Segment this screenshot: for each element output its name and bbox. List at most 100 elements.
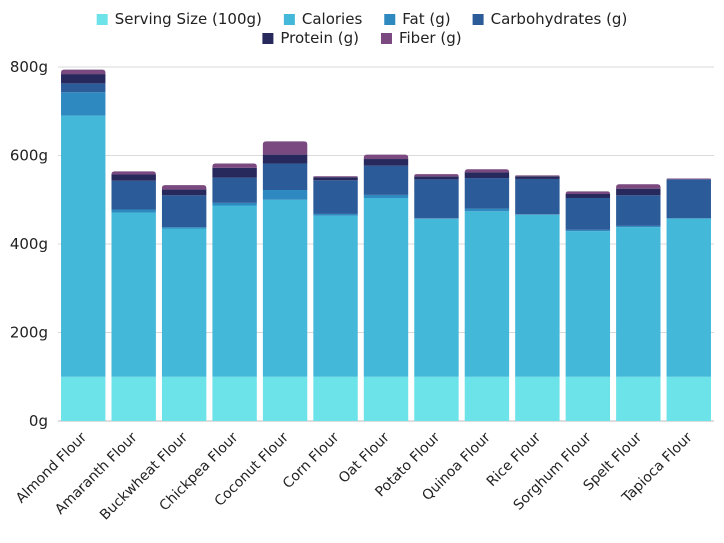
bar-segment [363,165,409,195]
bar-segment [111,180,156,210]
bar-stack [61,69,106,421]
bar-stack [111,171,156,421]
bar-segment [464,178,510,209]
bar-stack [515,175,560,421]
bar-segment [61,74,106,84]
bar-segment [616,225,661,228]
bar-segment [515,175,560,177]
y-tick-label: 800g [10,58,48,76]
legend-swatch [472,14,484,25]
bar-segment [212,163,257,168]
bar-segment [111,174,156,181]
bars [61,69,711,421]
legend-item: Fat (g) [384,10,451,28]
bar-segment [666,179,711,219]
bar-segment [616,188,661,196]
bar-stack [161,185,207,421]
bar-segment [212,177,257,203]
bar-segment [666,178,711,180]
y-axis: 0g 200g 400g 600g 800g [10,58,48,430]
bar-segment [61,376,106,421]
bar-segment [666,218,711,377]
bar-segment [161,195,207,228]
bar-segment [616,376,661,421]
bar-segment [565,231,611,377]
bar-segment [212,376,257,421]
bar-segment [363,159,409,166]
bar-segment [464,208,510,212]
bar-segment [414,218,459,377]
bar-segment [61,83,106,93]
legend-swatch [384,14,396,25]
bar-segment [313,213,358,216]
bar-segment [414,376,459,421]
bar-stack [212,163,257,421]
bar-segment [313,376,358,421]
bar-segment [111,171,156,175]
bar-segment [565,197,611,230]
bar-segment [414,176,459,180]
bar-segment [161,185,207,190]
legend-item: Protein (g) [262,29,359,47]
bar-segment [61,69,106,75]
bar-segment [363,154,409,160]
y-tick-label: 0g [29,412,48,430]
bar-segment [363,194,409,198]
bar-segment [464,211,510,377]
legend-item: Fiber (g) [380,29,462,47]
bar-segment [161,376,207,421]
legend-swatch [96,14,108,25]
legend-item: Calories [283,10,363,28]
bar-segment [515,176,560,179]
legend-label: Protein (g) [280,29,359,47]
bar-segment [262,190,308,200]
bar-segment [565,376,611,421]
bar-segment [262,154,308,164]
y-tick-label: 400g [10,235,48,253]
bar-stack [565,191,611,421]
x-tick-label: Buckwheat Flour [97,429,191,523]
bar-segment [616,184,661,189]
bar-segment [61,92,106,116]
bar-segment [414,179,459,219]
bar-segment [414,174,459,177]
legend-swatch [283,14,295,25]
bar-segment [262,141,308,155]
y-tick-label: 200g [10,324,48,342]
bar-segment [313,177,358,181]
legend-label: Serving Size (100g) [115,10,262,28]
bar-segment [363,197,409,377]
legend-label: Fiber (g) [399,29,462,47]
bar-segment [363,376,409,421]
bar-segment [666,376,711,421]
bar-segment [161,189,207,196]
bar-segment [161,228,207,377]
bar-stack [464,169,510,421]
y-tick-label: 600g [10,147,48,165]
legend-item: Carbohydrates (g) [472,10,628,28]
legend-label: Fat (g) [402,10,450,28]
bar-segment [262,199,308,377]
bar-segment [616,227,661,377]
bar-segment [565,193,611,198]
bar-segment [111,376,156,421]
legend-label: Calories [302,10,363,28]
bar-segment [212,202,257,206]
legend-label: Carbohydrates (g) [491,10,628,28]
bar-segment [616,195,661,226]
legend: Serving Size (100g) Calories Fat (g) Carboh… [96,10,628,47]
bar-stack [616,184,661,421]
bar-stack [363,154,409,421]
legend-swatch [380,33,392,44]
bar-stack [262,141,308,421]
bar-segment [111,209,156,213]
bar-segment [161,227,207,229]
bar-segment [262,376,308,421]
bar-segment [262,163,308,191]
bar-segment [515,178,560,215]
legend-item: Serving Size (100g) [96,10,262,28]
bar-segment [313,180,358,214]
bar-segment [111,212,156,377]
